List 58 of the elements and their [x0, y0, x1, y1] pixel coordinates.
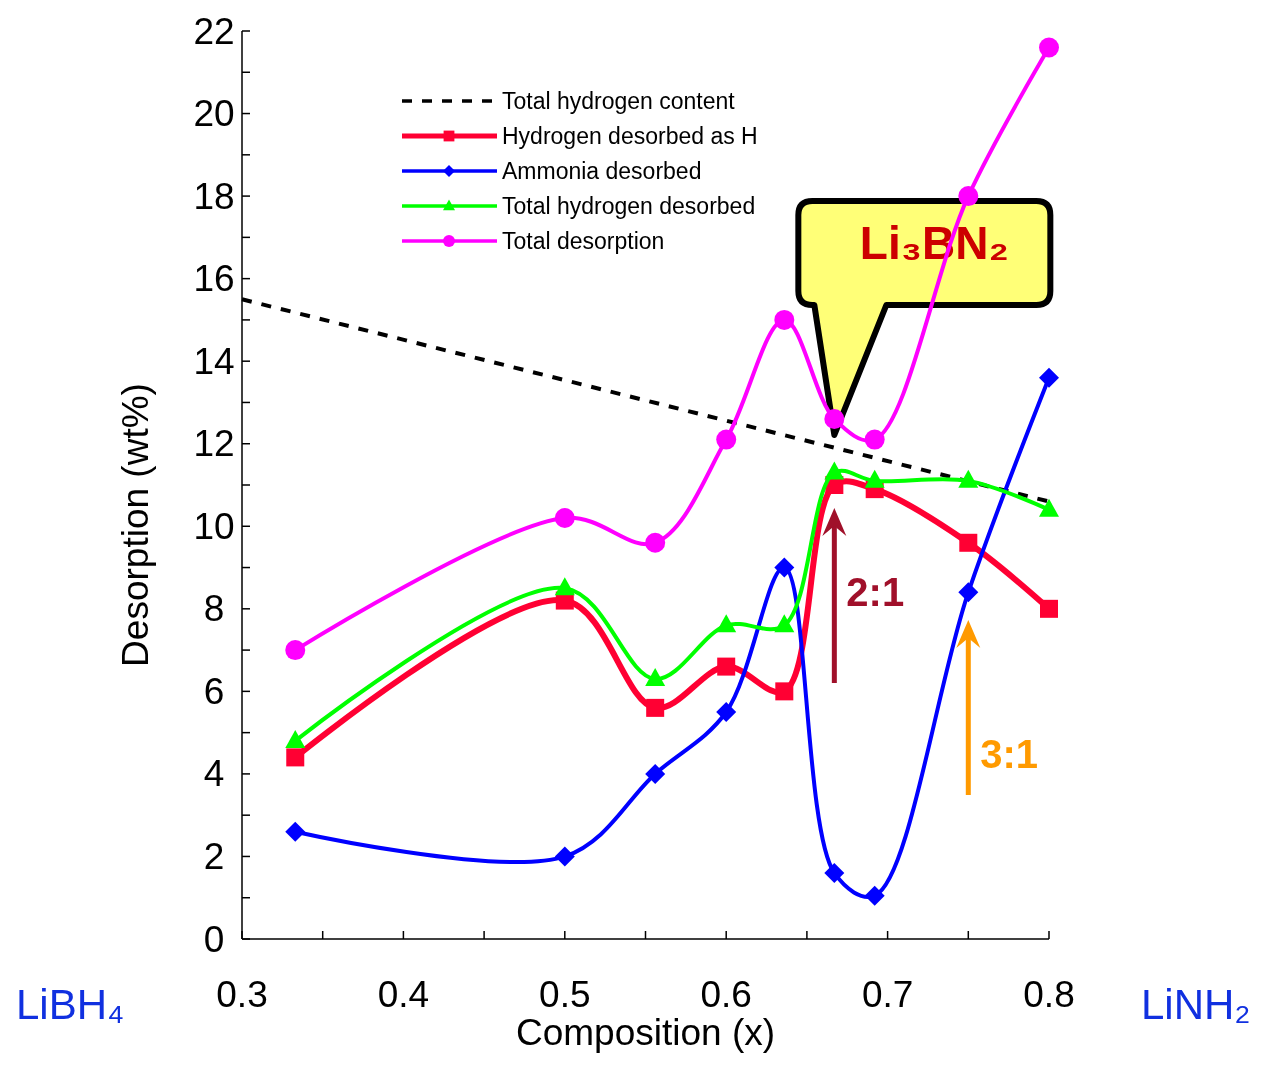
y-axis-title: Desorption (wt%)	[115, 383, 156, 667]
point	[775, 682, 794, 701]
point	[554, 577, 575, 596]
y-tick-label: 14	[193, 340, 235, 382]
y-tick-label: 6	[203, 670, 225, 712]
point	[824, 461, 845, 480]
point	[774, 557, 795, 578]
text: LiNH₂	[1141, 981, 1251, 1028]
annotation: 3:1	[980, 731, 1039, 776]
y-tick-label: 10	[193, 505, 235, 547]
point	[285, 821, 306, 842]
point	[864, 885, 885, 906]
y-tick-label: 2	[203, 835, 225, 877]
point	[774, 614, 795, 633]
point	[1039, 498, 1059, 517]
y-tick-label: 0	[203, 918, 225, 960]
point	[774, 309, 795, 330]
x-tick-label: 0.8	[1023, 974, 1075, 1015]
point	[285, 640, 306, 661]
point	[864, 429, 885, 450]
y-tick-label: 22	[193, 10, 235, 52]
y-tick-label: 20	[193, 93, 235, 135]
legend-label: Ammonia desorbed	[502, 158, 702, 184]
point	[645, 763, 666, 784]
point	[1039, 367, 1059, 388]
point	[716, 614, 737, 633]
y-tick-label: 18	[193, 175, 235, 217]
legend-label: Hydrogen desorbed as H	[502, 123, 758, 149]
point	[716, 429, 737, 450]
x-tick-label: 0.6	[700, 974, 752, 1015]
text: LiBH₄	[16, 981, 125, 1028]
point	[645, 532, 666, 553]
y-tick-label: 16	[193, 258, 235, 300]
point	[1040, 599, 1058, 618]
point	[958, 186, 979, 207]
x-axis-title: Composition (x)	[515, 1012, 776, 1053]
point	[959, 533, 978, 552]
point	[717, 657, 736, 676]
annotation: 2:1	[846, 569, 905, 614]
point	[824, 408, 845, 429]
x-tick-label: 0.4	[377, 974, 430, 1015]
point	[824, 862, 845, 883]
legend-label: Total hydrogen desorbed	[502, 193, 756, 219]
y-tick-label: 8	[203, 588, 225, 630]
legend-label: Total hydrogen content	[502, 88, 736, 114]
legend-label: Total desorption	[502, 228, 665, 254]
point	[286, 748, 305, 767]
x-tick-label: 0.3	[216, 974, 268, 1015]
x-tick-label: 0.7	[861, 974, 914, 1015]
point	[1039, 37, 1059, 58]
y-tick-label: 12	[193, 423, 235, 465]
point	[716, 702, 737, 722]
point	[958, 582, 979, 603]
point	[646, 698, 665, 717]
x-tick-label: 0.5	[539, 974, 591, 1015]
point	[554, 846, 575, 867]
y-tick-label: 4	[203, 753, 225, 795]
point	[554, 508, 575, 529]
